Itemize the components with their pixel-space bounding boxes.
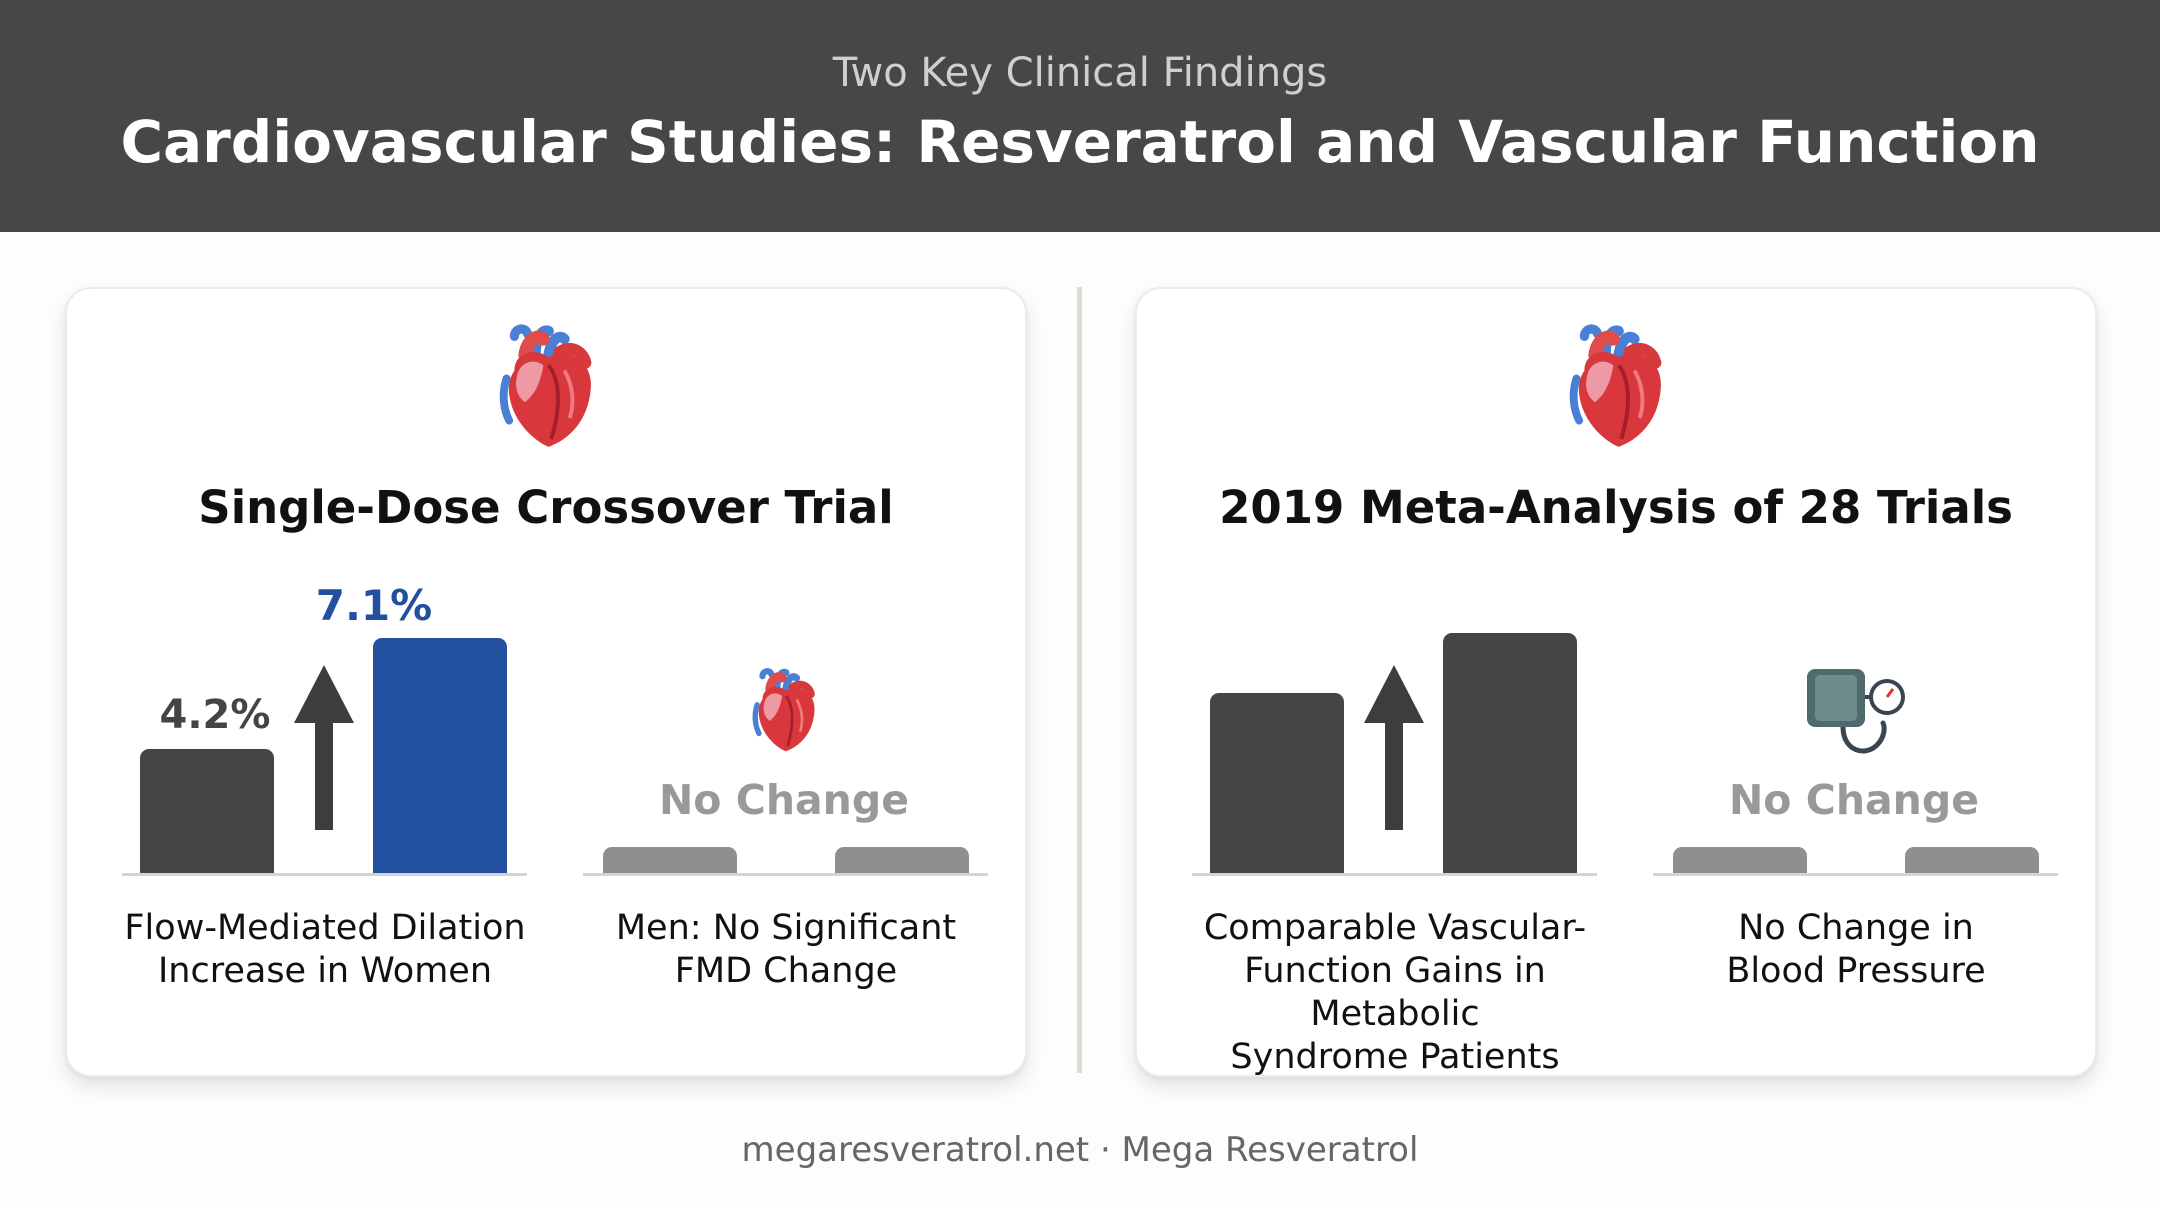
card-meta-analysis: 2019 Meta-Analysis of 28 Trials Comparab… [1135, 287, 2097, 1077]
card-title: 2019 Meta-Analysis of 28 Trials [1219, 481, 2013, 534]
caption-vascular: Comparable Vascular- Function Gains in M… [1165, 907, 1625, 1079]
caption-line: Blood Pressure [1726, 951, 1986, 991]
status-no-change: No Change [1728, 776, 1980, 824]
bar-before [140, 749, 274, 874]
header-kicker: Two Key Clinical Findings [832, 50, 1328, 96]
value-label-after: 7.1% [315, 581, 433, 630]
caption-women: Flow-Mediated Dilation Increase in Women [105, 907, 545, 993]
status-no-change: No Change [658, 776, 910, 824]
card-crossover-trial: Single-Dose Crossover Trial 4.2% 7.1% Fl… [65, 287, 1027, 1077]
caption-line: Function Gains in Metabolic [1244, 951, 1546, 1034]
baseline [122, 873, 527, 876]
blood-pressure-cuff-icon [1807, 669, 1905, 754]
anatomical-heart-icon [1566, 319, 1666, 459]
caption-line: Increase in Women [157, 951, 493, 991]
divider [1077, 287, 1082, 1073]
arrow-up-icon [1364, 665, 1424, 830]
bar-after [1443, 633, 1577, 874]
anatomical-heart-icon [496, 319, 596, 459]
bar-before [1210, 693, 1344, 874]
caption-line: Syndrome Patients [1230, 1037, 1560, 1077]
bar-stub [603, 847, 737, 874]
baseline [1192, 873, 1597, 876]
bar-stub [1905, 847, 2039, 874]
caption-line: No Change in [1738, 908, 1974, 948]
bar-stub [835, 847, 969, 874]
caption-line: Men: No Significant [615, 908, 957, 948]
footer-credit: megaresveratrol.net · Mega Resveratrol [741, 1130, 1419, 1170]
header-banner: Two Key Clinical Findings Cardiovascular… [0, 0, 2160, 232]
card-title: Single-Dose Crossover Trial [198, 481, 894, 534]
caption-men: Men: No Significant FMD Change [566, 907, 1006, 993]
baseline [583, 873, 988, 876]
arrow-up-icon [294, 665, 354, 830]
page-title: Cardiovascular Studies: Resveratrol and … [120, 108, 2040, 176]
caption-line: FMD Change [674, 951, 898, 991]
caption-blood-pressure: No Change in Blood Pressure [1636, 907, 2076, 993]
bar-after [373, 638, 507, 874]
baseline [1653, 873, 2058, 876]
anatomical-heart-icon [750, 667, 818, 757]
caption-line: Comparable Vascular- [1203, 908, 1587, 948]
bar-stub [1673, 847, 1807, 874]
value-label-before: 4.2% [159, 692, 271, 738]
caption-line: Flow-Mediated Dilation [124, 908, 526, 948]
